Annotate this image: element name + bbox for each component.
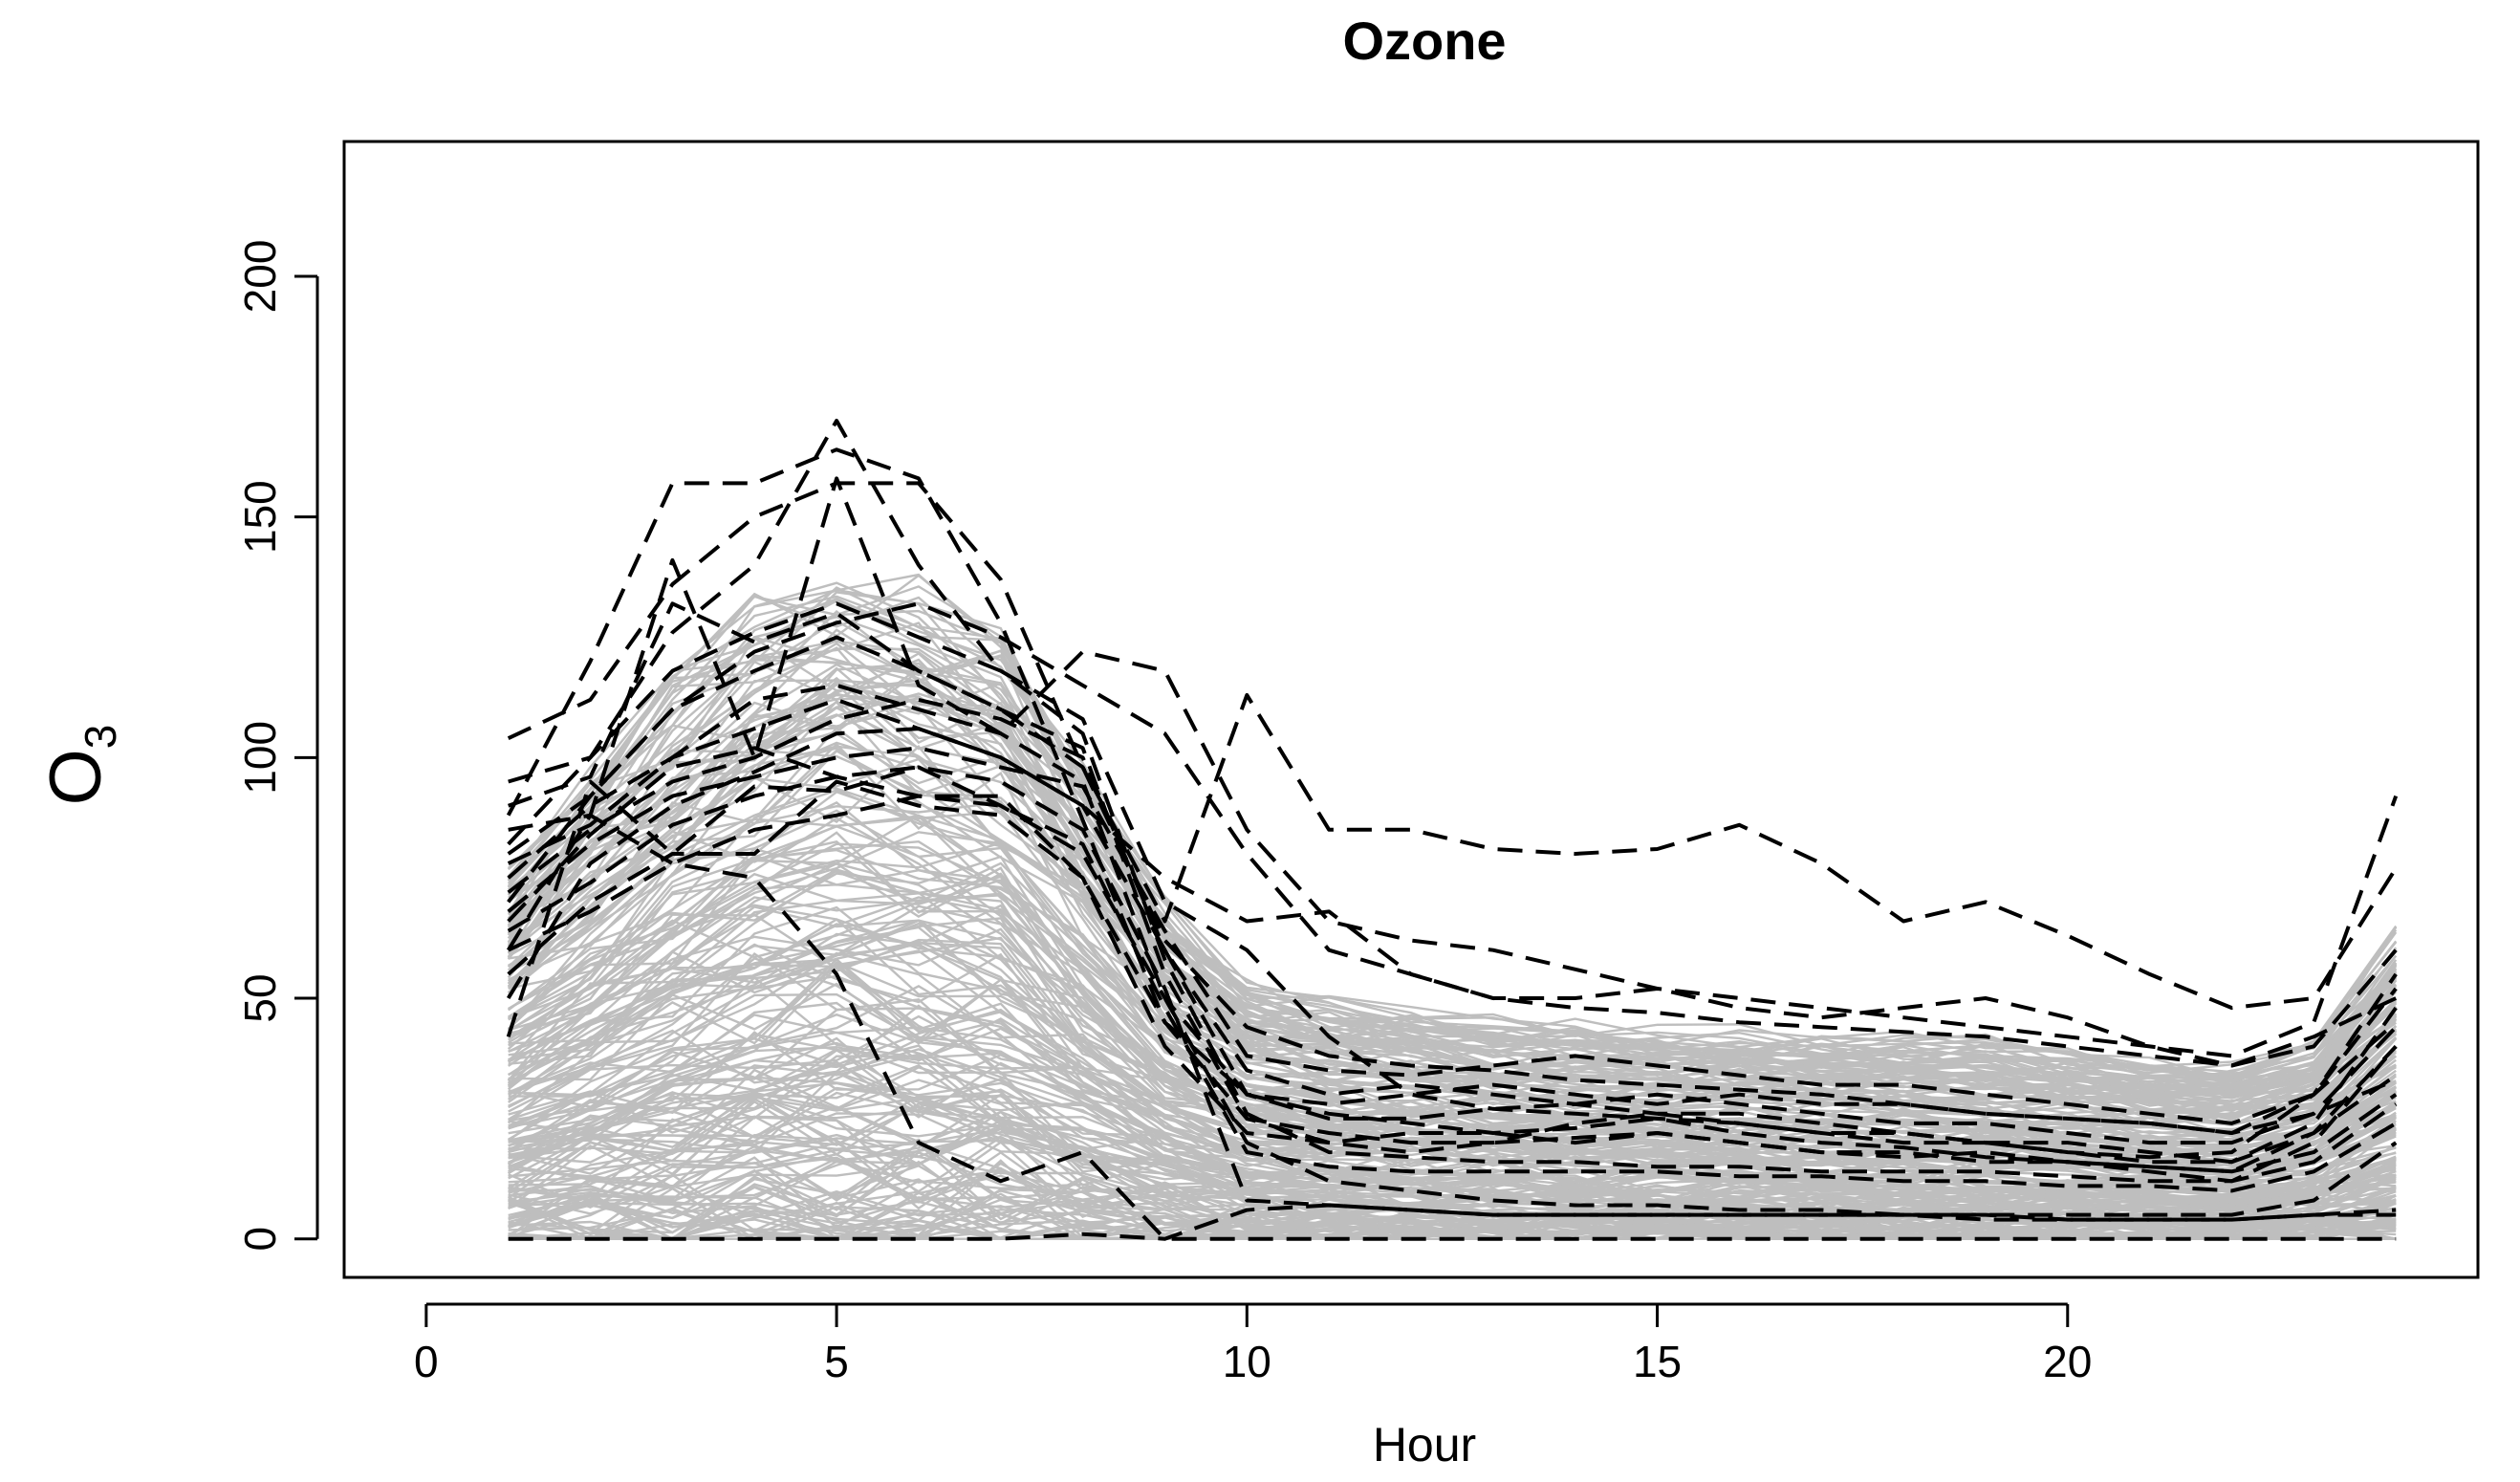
y-tick-label: 150 bbox=[235, 480, 285, 554]
outlier-series-line bbox=[506, 765, 2397, 1135]
background-curve bbox=[507, 595, 2398, 1075]
x-tick-label: 0 bbox=[414, 1337, 439, 1386]
svg-text:O3: O3 bbox=[35, 725, 125, 806]
background-curve bbox=[508, 1041, 2397, 1205]
outlier-series-line bbox=[507, 765, 2397, 1222]
y-tick-label: 0 bbox=[235, 1227, 285, 1252]
background-curve bbox=[507, 647, 2398, 1083]
y-axis: 0 50 100 150 200 bbox=[235, 240, 319, 1252]
outlier-series-line bbox=[507, 779, 2398, 1174]
chart-title: Ozone bbox=[1342, 11, 1506, 71]
background-curve bbox=[508, 1137, 2397, 1233]
x-axis-label: Hour bbox=[1373, 1418, 1476, 1471]
background-curve bbox=[507, 597, 2398, 1081]
outlier-series-line bbox=[507, 697, 2398, 1145]
outlier-series-line bbox=[506, 476, 2399, 1058]
background-curve bbox=[508, 1001, 2397, 1192]
y-tick-label: 50 bbox=[235, 973, 285, 1022]
background-curve bbox=[507, 713, 2398, 1116]
outlier-series-line bbox=[507, 746, 2398, 1125]
x-axis: 0 5 10 15 20 bbox=[414, 1302, 2092, 1386]
background-curve bbox=[508, 1105, 2397, 1213]
background-curve bbox=[508, 894, 2397, 1161]
background-curve bbox=[508, 1100, 2397, 1224]
x-tick-label: 15 bbox=[1633, 1337, 1682, 1386]
background-curve bbox=[507, 692, 2398, 1096]
y-tick-label: 200 bbox=[235, 240, 285, 314]
background-curve bbox=[508, 1013, 2397, 1192]
background-curve bbox=[508, 1156, 2397, 1240]
outlier-series-line bbox=[507, 601, 2398, 1068]
x-tick-label: 10 bbox=[1223, 1337, 1271, 1386]
background-curve bbox=[507, 573, 2398, 1079]
background-curve bbox=[507, 669, 2398, 1110]
background-curve bbox=[508, 616, 2398, 1090]
y-tick-label: 100 bbox=[235, 721, 285, 795]
background-curve bbox=[508, 817, 2397, 1149]
outlier-series-line bbox=[508, 813, 2397, 1241]
background-curve bbox=[507, 610, 2398, 1099]
plot-frame bbox=[342, 140, 2480, 1279]
y-axis-label: O3 bbox=[35, 725, 125, 806]
outlier-series-line bbox=[506, 727, 2398, 1165]
background-curve bbox=[507, 649, 2398, 1081]
background-curve bbox=[508, 1142, 2397, 1234]
background-curve bbox=[507, 697, 2398, 1101]
background-curve bbox=[508, 998, 2397, 1200]
background-curve bbox=[508, 1192, 2397, 1240]
background-curve bbox=[508, 905, 2397, 1170]
background-curve bbox=[508, 1086, 2397, 1214]
outlier-curves bbox=[506, 419, 2399, 1241]
outlier-series-line bbox=[508, 1203, 2397, 1241]
x-tick-label: 5 bbox=[824, 1337, 849, 1386]
outlier-series-line bbox=[506, 447, 2398, 1174]
y-axis-label-subscript: 3 bbox=[76, 725, 125, 750]
background-curve bbox=[508, 1116, 2397, 1228]
background-curve bbox=[507, 855, 2397, 1155]
outlier-series-line bbox=[507, 697, 2398, 1068]
x-tick-label: 20 bbox=[2043, 1337, 2092, 1386]
outlier-series-line bbox=[507, 635, 2398, 1165]
outlier-series-line bbox=[508, 601, 2398, 1011]
outlier-series-line bbox=[507, 794, 2398, 1193]
y-axis-label-main: O bbox=[35, 749, 117, 805]
outlier-series-line bbox=[507, 683, 2398, 1217]
outlier-series-line bbox=[508, 601, 2398, 1184]
